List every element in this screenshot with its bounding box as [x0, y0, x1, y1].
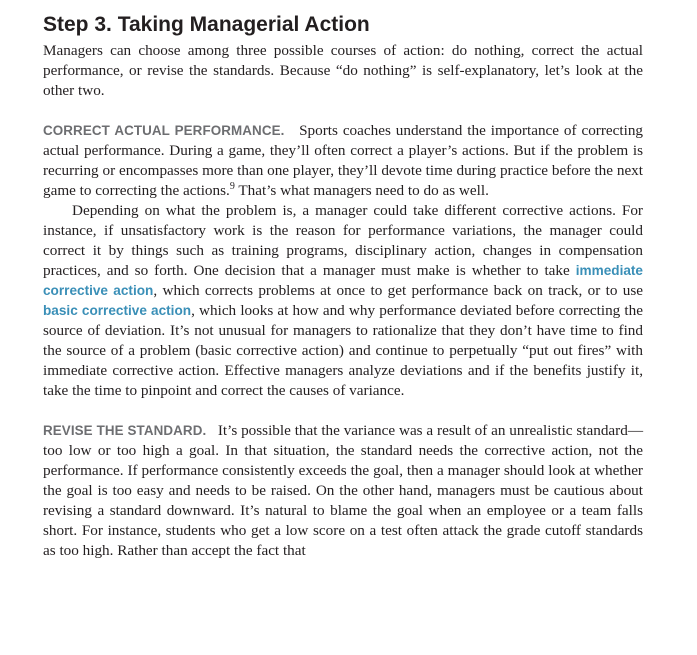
key-term-immediate-corrective-action: immediate corrective action	[43, 263, 643, 298]
revise-standard-paragraph: REVISE THE STANDARD. It’s possible that …	[43, 421, 643, 561]
paragraph-gap	[43, 401, 643, 421]
key-term-basic-corrective-action: basic corrective action	[43, 303, 192, 318]
revise-standard-heading: REVISE THE STANDARD.	[43, 423, 207, 438]
correct-actual-heading: CORRECT ACTUAL PERFORMANCE.	[43, 123, 285, 138]
correct-actual-text: Sports coaches understand the importance…	[43, 122, 644, 199]
corrective-text-c: , which looks at how and why performance…	[43, 302, 643, 399]
paragraph-gap	[43, 101, 643, 121]
footnote-marker: 9	[229, 180, 235, 192]
corrective-actions-paragraph: Depending on what the problem is, a mana…	[43, 201, 643, 401]
corrective-text-a: Depending on what the problem is, a mana…	[43, 202, 643, 279]
correct-actual-tail: That’s what managers need to do as well.	[238, 182, 489, 199]
textbook-page: Step 3. Taking Managerial Action Manager…	[43, 12, 643, 561]
revise-standard-text: It’s possible that the variance was a re…	[43, 422, 644, 559]
corrective-text-b: , which corrects problems at once to get…	[153, 282, 643, 299]
correct-actual-paragraph: CORRECT ACTUAL PERFORMANCE. Sports coach…	[43, 121, 643, 201]
section-heading: Step 3. Taking Managerial Action	[43, 13, 370, 36]
intro-paragraph: Managers can choose among three possible…	[43, 42, 643, 99]
